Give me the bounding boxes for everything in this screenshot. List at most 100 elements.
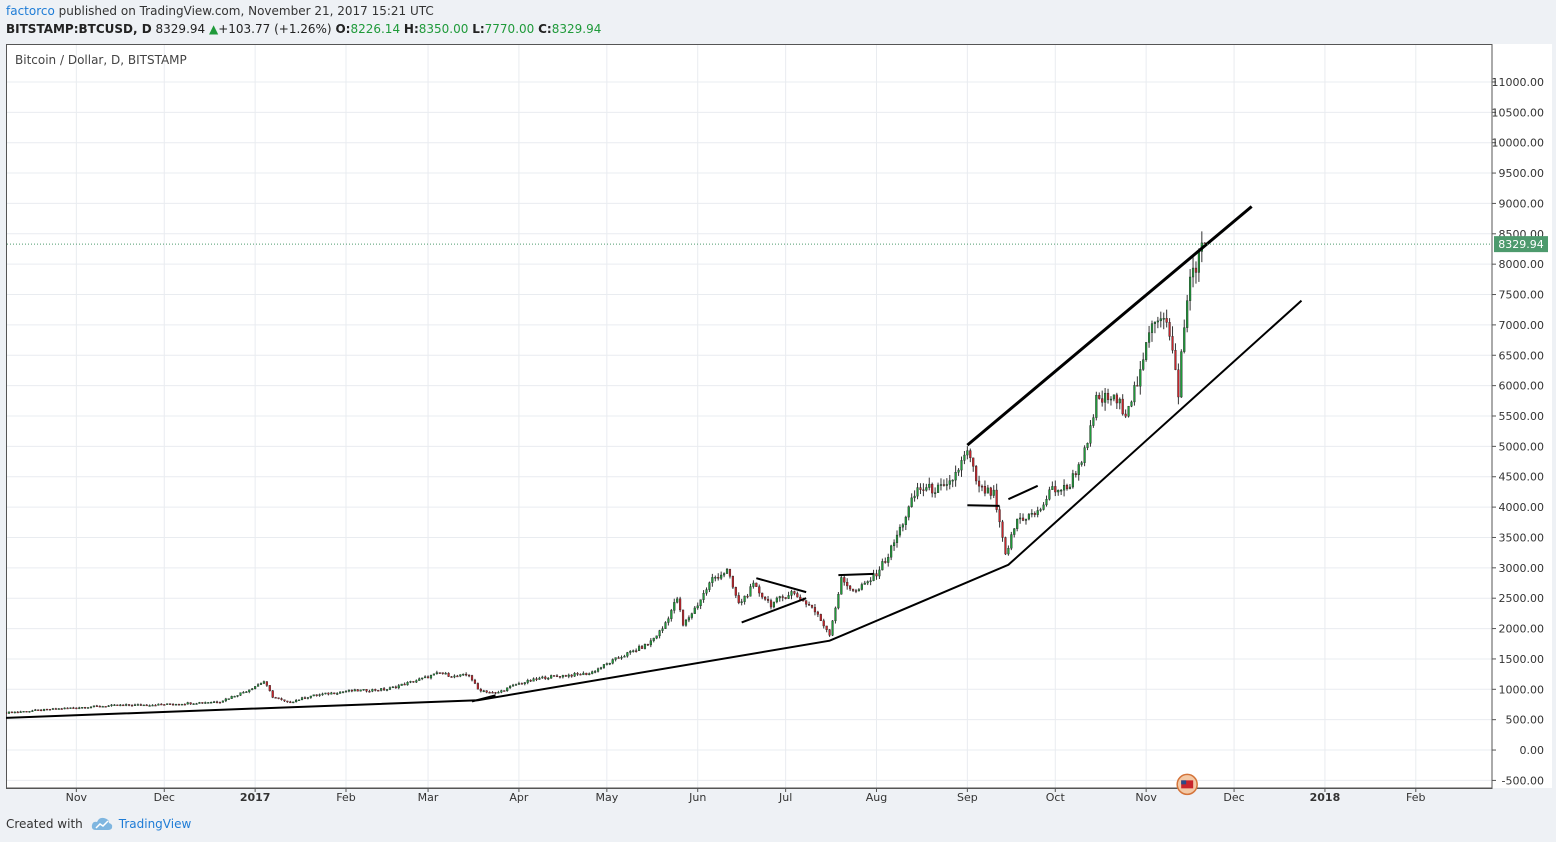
- candle: [242, 691, 245, 694]
- candle-body: [1165, 318, 1168, 323]
- candle: [734, 586, 737, 599]
- candle-body: [509, 685, 512, 689]
- candle-body: [693, 607, 696, 614]
- candle-body: [567, 674, 570, 677]
- candle: [561, 674, 564, 679]
- candle-body: [145, 704, 148, 707]
- candle-body: [1030, 513, 1033, 515]
- candle-body: [429, 674, 433, 679]
- candle: [327, 692, 330, 696]
- candle: [497, 690, 500, 694]
- candle: [482, 689, 485, 693]
- candle: [579, 673, 582, 676]
- candle: [863, 580, 866, 585]
- candle-body: [142, 704, 145, 707]
- candle-body: [1159, 318, 1162, 322]
- candle: [720, 571, 723, 581]
- candle-body: [1191, 267, 1195, 278]
- candle-body: [75, 707, 78, 710]
- candle-body: [1074, 473, 1077, 476]
- candle: [928, 477, 931, 491]
- candle: [857, 588, 860, 592]
- tradingview-link[interactable]: TradingView: [118, 817, 192, 831]
- candle-body: [465, 673, 468, 676]
- candle-body: [529, 680, 532, 682]
- y-tick-label: 11000.00: [1492, 76, 1545, 89]
- candle: [743, 595, 746, 605]
- candle: [875, 569, 878, 580]
- candle: [75, 707, 78, 710]
- candle-body: [934, 492, 937, 494]
- candle-body: [1124, 413, 1127, 417]
- candle: [614, 657, 617, 662]
- candle: [148, 704, 151, 707]
- candle-body: [890, 545, 893, 558]
- candle: [113, 704, 116, 707]
- candle: [289, 700, 292, 704]
- candle: [769, 598, 773, 610]
- candle-body: [286, 700, 289, 703]
- x-tick-label: Sep: [957, 791, 978, 804]
- candle-body: [506, 687, 509, 692]
- candle: [919, 483, 922, 495]
- candle-body: [1130, 401, 1133, 407]
- candle: [368, 689, 371, 693]
- candle: [397, 683, 400, 690]
- x-tick-label: Mar: [418, 791, 439, 804]
- candle: [843, 574, 846, 586]
- x-tick-label: 2018: [1310, 791, 1341, 804]
- candle-body: [128, 704, 131, 706]
- candle-body: [1127, 405, 1130, 417]
- candle: [679, 596, 682, 613]
- candle: [702, 590, 705, 603]
- candle-body: [136, 704, 139, 706]
- candle: [869, 577, 872, 586]
- candle: [1133, 381, 1136, 406]
- candle-body: [245, 691, 248, 693]
- candle: [13, 711, 16, 714]
- candle: [426, 675, 430, 679]
- candle: [796, 591, 799, 598]
- candle-body: [174, 704, 178, 706]
- candle: [960, 456, 963, 477]
- candle-body: [306, 697, 309, 699]
- candle: [723, 572, 726, 578]
- candle: [318, 693, 321, 697]
- candle: [658, 629, 661, 639]
- candle: [725, 568, 729, 574]
- author-link[interactable]: factorco: [6, 4, 55, 18]
- candle-body: [579, 673, 582, 676]
- candle: [699, 599, 702, 610]
- candle-body: [248, 689, 251, 692]
- created-with-text: Created with: [6, 817, 83, 831]
- price-chart[interactable]: 11000.0010500.0010000.009500.009000.0085…: [6, 44, 1552, 808]
- candle-body: [535, 678, 538, 680]
- chart-container[interactable]: 11000.00 10500.00 10000.00 9500.00 9000.00 85…: [6, 44, 1552, 808]
- candle: [292, 701, 295, 704]
- candle: [517, 681, 520, 685]
- candle-body: [309, 695, 312, 698]
- candle-body: [503, 690, 506, 692]
- close-label: C:: [538, 22, 552, 36]
- candle: [1174, 343, 1177, 371]
- candle-body: [526, 680, 529, 683]
- candle: [500, 689, 503, 694]
- candle-body: [1162, 318, 1165, 320]
- candle: [166, 703, 169, 705]
- candle-body: [1051, 486, 1054, 490]
- candle-body: [969, 450, 972, 459]
- candle-body: [66, 707, 69, 710]
- candle: [69, 707, 72, 709]
- candle: [1019, 512, 1022, 524]
- candle-body: [362, 689, 365, 691]
- candle: [972, 457, 975, 472]
- candle-body: [939, 484, 943, 486]
- candle-body: [397, 685, 400, 689]
- candle: [350, 689, 353, 693]
- candle-body: [374, 689, 377, 691]
- candle-body: [895, 534, 899, 543]
- candle-body: [942, 484, 945, 486]
- candle-body: [960, 460, 963, 471]
- candle-body: [541, 676, 544, 679]
- candle: [846, 578, 849, 590]
